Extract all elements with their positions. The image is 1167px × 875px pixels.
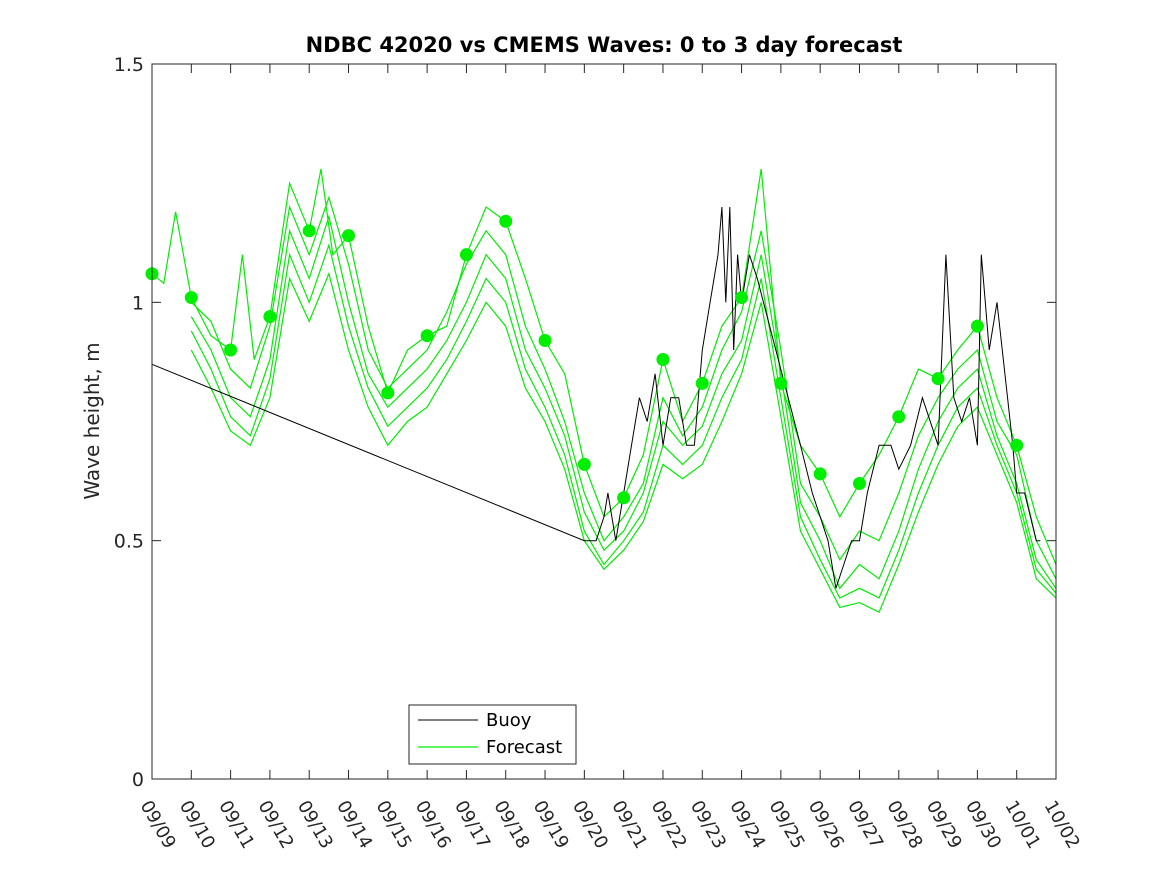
- forecast-dot: [931, 372, 945, 386]
- forecast-dot: [774, 376, 788, 390]
- y-tick-label: 0: [132, 769, 144, 791]
- forecast-dot: [577, 457, 591, 471]
- forecast-dot: [342, 229, 356, 243]
- x-tick-label: 09/20: [568, 797, 612, 852]
- x-tick-label: 09/19: [529, 797, 573, 852]
- x-tick-label: 09/29: [922, 797, 966, 852]
- x-tick-label: 09/15: [371, 797, 415, 852]
- x-tick-label: 09/21: [607, 797, 651, 852]
- forecast-dot: [420, 329, 434, 343]
- y-tick-label: 1.5: [114, 54, 144, 76]
- forecast-dot: [499, 214, 513, 228]
- x-tick-label: 09/30: [961, 797, 1005, 852]
- forecast-dot: [263, 310, 277, 324]
- forecast-dot: [1010, 438, 1024, 452]
- forecast-dot: [852, 476, 866, 490]
- x-tick-label: 09/25: [765, 797, 809, 852]
- x-tick-label: 09/11: [214, 797, 258, 852]
- plot-area: [152, 64, 1056, 779]
- forecast-dot: [459, 248, 473, 262]
- y-axis-label: Wave height, m: [80, 342, 104, 499]
- x-tick-label: 09/24: [725, 797, 769, 852]
- y-tick-label: 1: [132, 292, 144, 314]
- x-tick-label: 09/17: [450, 797, 494, 852]
- forecast-line-2: [190, 195, 1057, 580]
- forecast-dot: [224, 343, 238, 357]
- x-tick-label: 09/13: [293, 797, 337, 852]
- forecast-line-5: [190, 271, 1057, 614]
- forecast-dot: [381, 386, 395, 400]
- x-tick-label: 10/01: [1000, 797, 1044, 852]
- x-tick-label: 09/22: [647, 797, 691, 852]
- axes-box: [151, 63, 1057, 780]
- x-tick-label: 09/10: [175, 797, 219, 852]
- x-tick-label: 09/26: [804, 797, 848, 852]
- buoy-line: [151, 206, 1041, 589]
- forecast-dot: [617, 491, 631, 505]
- legend-buoy-label: Buoy: [486, 710, 532, 731]
- forecast-dot: [813, 467, 827, 481]
- x-tick-label: 09/12: [254, 797, 298, 852]
- legend-forecast-label: Forecast: [486, 737, 562, 758]
- series-layer: [151, 168, 1057, 614]
- forecast-dot: [970, 319, 984, 333]
- x-tick-label: 09/16: [411, 797, 455, 852]
- legend: Buoy Forecast: [408, 704, 577, 765]
- x-tick-label: 10/02: [1040, 797, 1084, 852]
- forecast-dot: [184, 291, 198, 305]
- forecast-dot: [735, 291, 749, 305]
- forecast-dot: [302, 224, 316, 238]
- x-tick-label: 09/14: [332, 797, 376, 852]
- forecast-line-1: [151, 168, 1057, 565]
- legend-box: [408, 704, 577, 765]
- x-tick-label: 09/23: [686, 797, 730, 852]
- x-tick-label: 09/09: [136, 797, 180, 852]
- forecast-dots-layer: [145, 214, 1024, 505]
- forecast-dot: [656, 353, 670, 367]
- forecast-line-4: [190, 242, 1057, 599]
- forecast-dot: [695, 376, 709, 390]
- y-tick-label: 0.5: [114, 531, 144, 553]
- x-tick-label: 09/28: [882, 797, 926, 852]
- chart-title: NDBC 42020 vs CMEMS Waves: 0 to 3 day fo…: [306, 33, 903, 57]
- forecast-dot: [538, 333, 552, 347]
- forecast-line-3: [190, 214, 1057, 590]
- x-tick-label: 09/18: [489, 797, 533, 852]
- forecast-dot: [892, 410, 906, 424]
- x-tick-label: 09/27: [843, 797, 887, 852]
